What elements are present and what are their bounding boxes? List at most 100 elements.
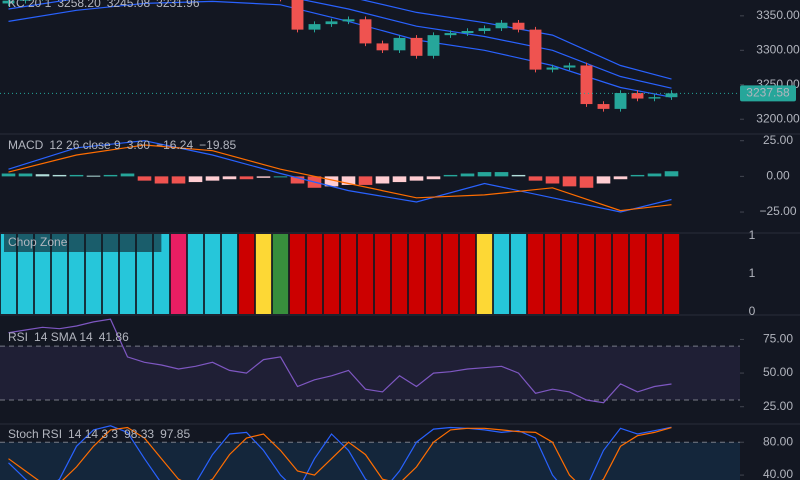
candle-body xyxy=(342,19,355,22)
indicator-line xyxy=(8,0,672,89)
candle-body xyxy=(648,97,661,99)
legend-text: −16.24 xyxy=(156,138,193,152)
candle-body xyxy=(308,24,321,30)
chop-bar xyxy=(323,234,340,314)
band-fill xyxy=(0,346,740,400)
histogram-bar xyxy=(324,176,339,187)
histogram-bar xyxy=(358,176,373,185)
legend-text: MACD xyxy=(8,138,44,152)
y-tick-label: −25.00 xyxy=(759,204,796,218)
histogram-bar xyxy=(256,176,271,178)
chop-bar xyxy=(187,234,204,314)
histogram-bar xyxy=(511,174,526,177)
indicator-line xyxy=(8,144,672,212)
legend: KC 20 1 3258.20 3245.08 3231.96 xyxy=(8,0,200,10)
chop-bar xyxy=(85,234,102,314)
candle-body xyxy=(563,65,576,68)
y-tick-label: 0 xyxy=(749,304,756,318)
y-tick-label: 0.00 xyxy=(766,169,790,183)
histogram-bar xyxy=(613,176,628,180)
pane xyxy=(1,140,679,213)
pane xyxy=(0,425,740,480)
legend: RSI 14 SMA 14 41.86 xyxy=(8,330,129,344)
histogram-bar xyxy=(596,176,611,184)
y-tick-label: 25.00 xyxy=(763,133,793,147)
histogram-bar xyxy=(1,173,16,177)
chop-bar xyxy=(595,234,612,314)
chop-bar xyxy=(578,234,595,314)
chop-bar xyxy=(136,234,153,314)
chop-bar xyxy=(340,234,357,314)
histogram-bar xyxy=(188,176,203,183)
legend-text: 98.33 xyxy=(124,427,154,441)
histogram-bar xyxy=(103,174,118,177)
candle-body xyxy=(359,19,372,44)
candle-body xyxy=(461,31,474,34)
legend-text: Chop Zone xyxy=(8,235,68,249)
legend-text: 12 26 close 9 xyxy=(49,138,121,152)
y-tick-label: 3300.00 xyxy=(756,42,800,56)
legend-text: 3231.96 xyxy=(156,0,200,10)
chop-bar xyxy=(221,234,238,314)
candle-body xyxy=(393,37,406,51)
chop-bar xyxy=(153,234,170,314)
chop-bar xyxy=(204,234,221,314)
candle-body xyxy=(444,33,457,36)
histogram-bar xyxy=(664,171,679,177)
histogram-bar xyxy=(528,176,543,181)
histogram-bar xyxy=(52,174,67,177)
histogram-bar xyxy=(341,176,356,185)
pane xyxy=(0,318,740,404)
legend-text: 14 SMA 14 xyxy=(34,330,93,344)
legend-text: 97.85 xyxy=(160,427,190,441)
chop-bar xyxy=(391,234,408,314)
chop-bar xyxy=(306,234,323,314)
legend: MACD 12 26 close 9 3.60 −16.24 −19.85 xyxy=(8,138,237,152)
histogram-bar xyxy=(18,173,33,177)
candle-body xyxy=(614,93,627,109)
histogram-bar xyxy=(375,176,390,184)
candle-body xyxy=(546,67,559,70)
chop-bar xyxy=(561,234,578,314)
chop-bar xyxy=(357,234,374,314)
histogram-bar xyxy=(290,176,305,184)
candle-body xyxy=(478,28,491,32)
y-tick-label: 3200.00 xyxy=(756,111,800,125)
chop-bar xyxy=(442,234,459,314)
chop-bar xyxy=(510,234,527,314)
candle-body xyxy=(631,93,644,99)
histogram-bar xyxy=(120,173,135,177)
legend-text: 3.60 xyxy=(127,138,151,152)
histogram-bar xyxy=(222,176,237,180)
price-label: 3237.58 xyxy=(746,85,790,99)
histogram-bar xyxy=(137,176,152,181)
chop-bar xyxy=(51,234,68,314)
histogram-bar xyxy=(443,174,458,177)
indicator-line xyxy=(8,426,672,480)
legend-text: RSI xyxy=(8,330,28,344)
indicator-line xyxy=(360,0,672,80)
chop-bar xyxy=(408,234,425,314)
legend-text: Stoch RSI xyxy=(8,427,62,441)
candle-body xyxy=(665,93,678,98)
candle-body xyxy=(512,22,525,30)
candle-body xyxy=(597,104,610,109)
histogram-bar xyxy=(154,176,169,184)
histogram-bar xyxy=(630,174,645,177)
chop-bar xyxy=(425,234,442,314)
y-tick-label: 50.00 xyxy=(763,365,793,379)
indicator-line xyxy=(8,140,672,213)
y-tick-label: 3350.00 xyxy=(756,8,800,22)
chop-bar xyxy=(255,234,272,314)
legend-text: KC 20 1 xyxy=(8,0,52,10)
pane xyxy=(0,234,680,314)
chop-bar xyxy=(612,234,629,314)
candle-body xyxy=(2,0,15,4)
legend-text: 41.86 xyxy=(99,330,129,344)
candle-body xyxy=(495,22,508,29)
price-box xyxy=(740,85,796,102)
histogram-bar xyxy=(647,173,662,177)
chop-bar xyxy=(663,234,680,314)
y-tick-label: 80.00 xyxy=(763,434,793,448)
histogram-bar xyxy=(494,172,509,177)
